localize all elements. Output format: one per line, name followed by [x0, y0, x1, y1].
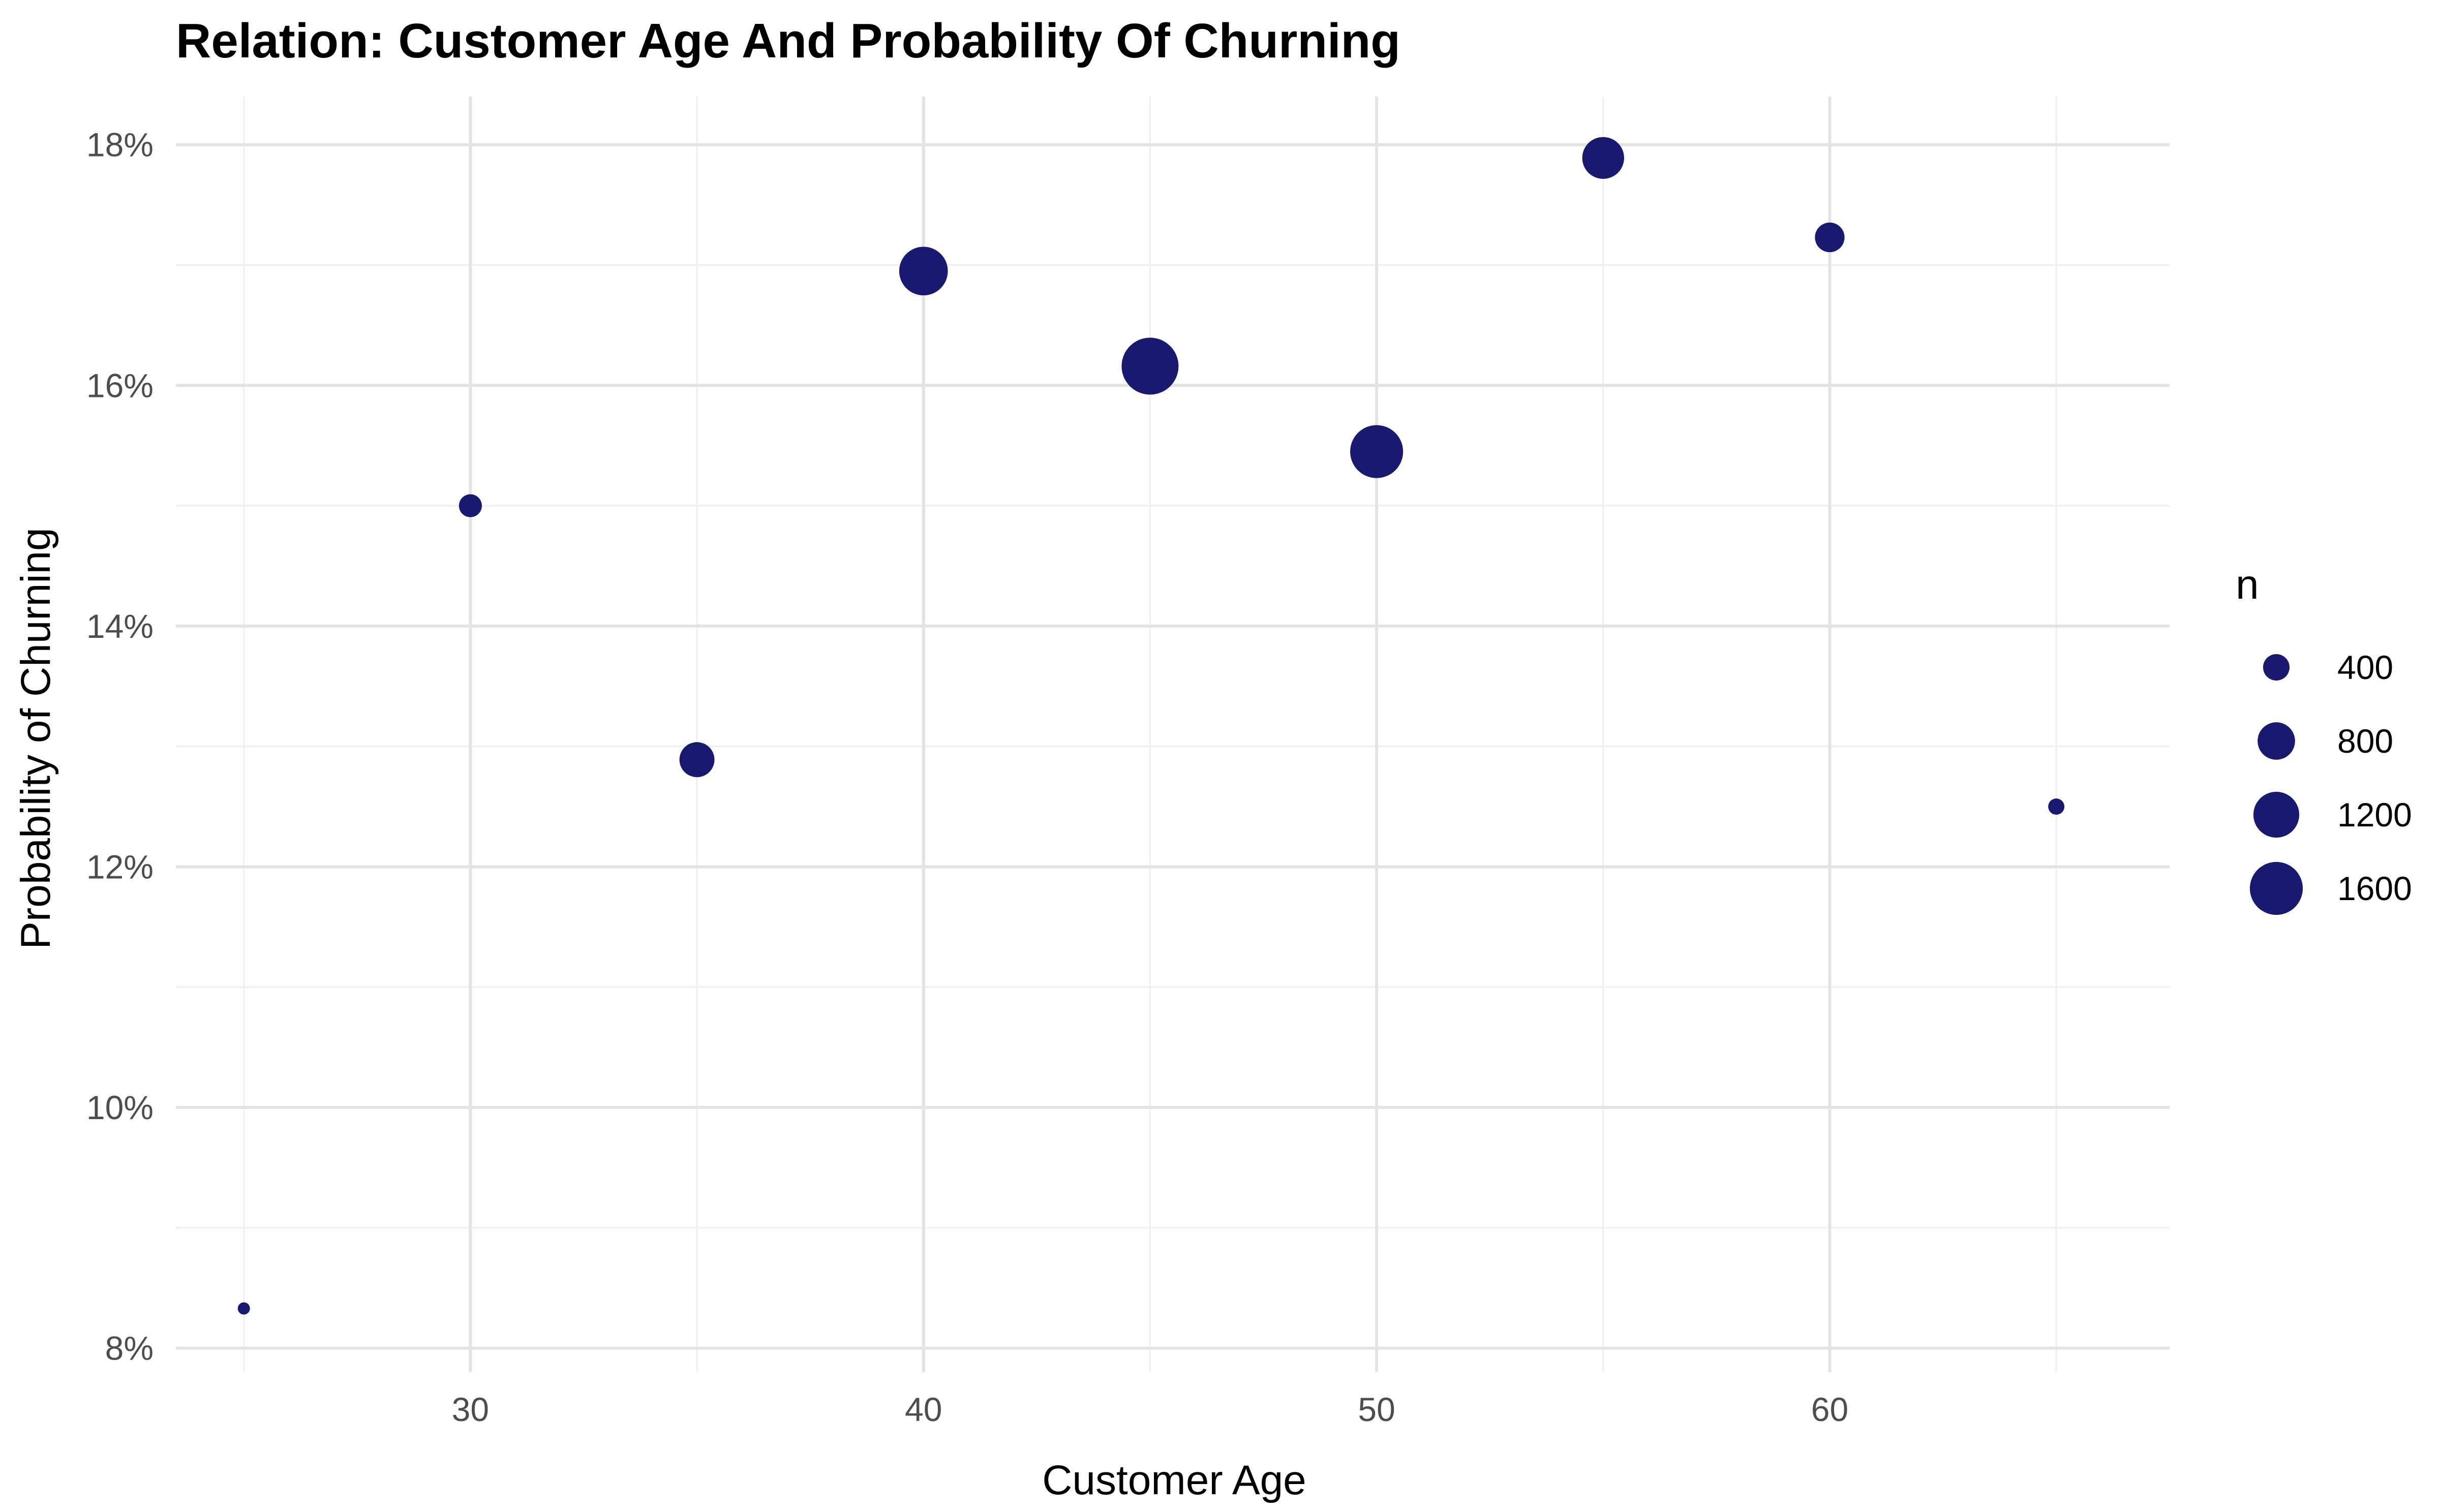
- data-point: [1815, 222, 1845, 253]
- data-point: [899, 246, 948, 296]
- legend-key: [2249, 861, 2303, 915]
- legend-key: [2263, 654, 2290, 681]
- y-tick-label: 18%: [86, 126, 154, 164]
- x-axis-label: Customer Age: [1042, 1457, 1306, 1503]
- size-legend: n 400 800 1200 1600: [2236, 562, 2412, 915]
- legend-key: [2258, 722, 2295, 760]
- y-tick-label: 8%: [105, 1330, 154, 1367]
- data-points: [237, 137, 2065, 1315]
- x-tick-label: 50: [1358, 1391, 1395, 1428]
- x-tick-label: 40: [905, 1391, 942, 1428]
- x-tick-label: 60: [1811, 1391, 1848, 1428]
- data-point: [1582, 137, 1624, 179]
- grid: [176, 97, 2170, 1372]
- legend-key: [2253, 791, 2300, 838]
- data-point: [2048, 798, 2065, 815]
- data-point: [459, 494, 482, 517]
- legend-label: 800: [2337, 722, 2393, 760]
- legend-entries: 400 800 1200 1600: [2249, 649, 2412, 915]
- chart-title: Relation: Customer Age And Probability O…: [176, 14, 1400, 68]
- data-point: [1350, 425, 1404, 478]
- x-tick-label: 30: [452, 1391, 489, 1428]
- y-tick-label: 10%: [86, 1089, 154, 1126]
- legend-title: n: [2236, 562, 2259, 608]
- legend-label: 400: [2337, 649, 2393, 686]
- tick-labels: 30 40 50 60 8% 10% 12% 14% 16% 18%: [86, 126, 1848, 1428]
- y-axis-label: Probability of Churning: [13, 528, 59, 949]
- data-point: [1121, 337, 1179, 395]
- y-tick-label: 14%: [86, 607, 154, 645]
- data-point: [679, 742, 715, 778]
- y-tick-label: 16%: [86, 366, 154, 404]
- y-tick-label: 12%: [86, 848, 154, 885]
- legend-label: 1600: [2337, 870, 2412, 907]
- legend-label: 1200: [2337, 796, 2412, 834]
- data-point: [237, 1302, 250, 1315]
